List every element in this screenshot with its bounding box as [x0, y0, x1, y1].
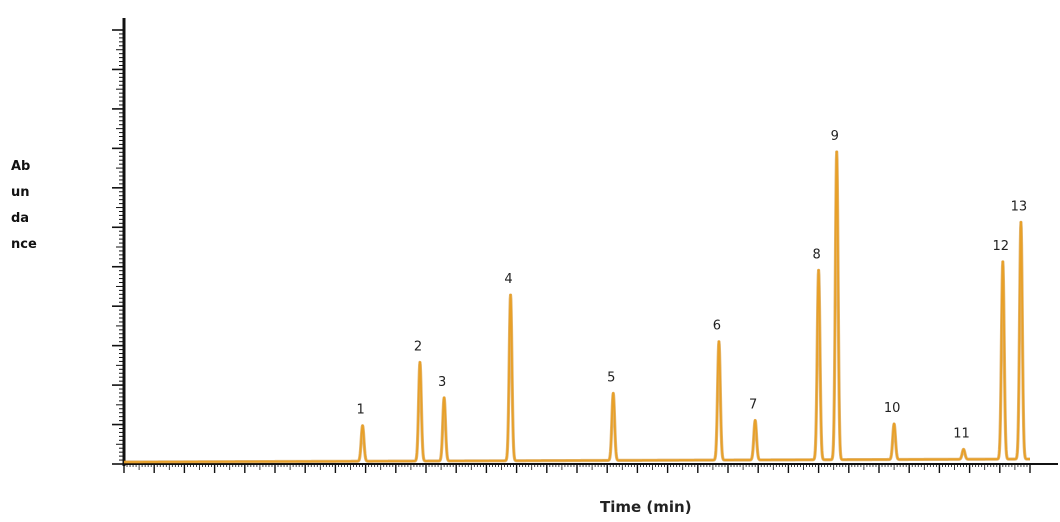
peak-point	[612, 392, 615, 395]
peak-point	[753, 419, 757, 422]
peak-label: 9	[831, 129, 839, 144]
peak-label: 5	[607, 370, 615, 385]
chromatogram-trace	[122, 150, 1032, 464]
peak-point	[892, 422, 896, 426]
peak-point	[962, 448, 965, 451]
peak-label: 8	[812, 247, 820, 262]
peak-point	[418, 361, 422, 364]
peak-point	[509, 293, 512, 297]
peak-label: 12	[993, 239, 1010, 254]
y-axis	[112, 18, 126, 466]
peak-point	[817, 269, 820, 272]
y-axis-label: Abundance	[11, 159, 37, 252]
peak-point	[361, 424, 364, 427]
peak-point	[442, 396, 446, 400]
peak-point	[835, 150, 838, 154]
trace-line	[123, 151, 1031, 463]
x-axis	[123, 463, 1058, 473]
peak-label: 13	[1011, 199, 1028, 214]
peak-label: 3	[438, 375, 446, 390]
peak-point	[717, 340, 721, 343]
x-axis-label: Time (min)	[600, 498, 692, 516]
peak-point	[1019, 221, 1023, 224]
peak-point	[1001, 260, 1005, 264]
peak-label: 7	[749, 398, 757, 413]
peak-label: 6	[713, 319, 721, 334]
peak-label: 10	[884, 401, 901, 416]
peak-label: 11	[953, 426, 970, 441]
peak-label: 1	[356, 403, 364, 418]
peak-label: 2	[414, 339, 422, 354]
peak-label: 4	[504, 272, 512, 287]
